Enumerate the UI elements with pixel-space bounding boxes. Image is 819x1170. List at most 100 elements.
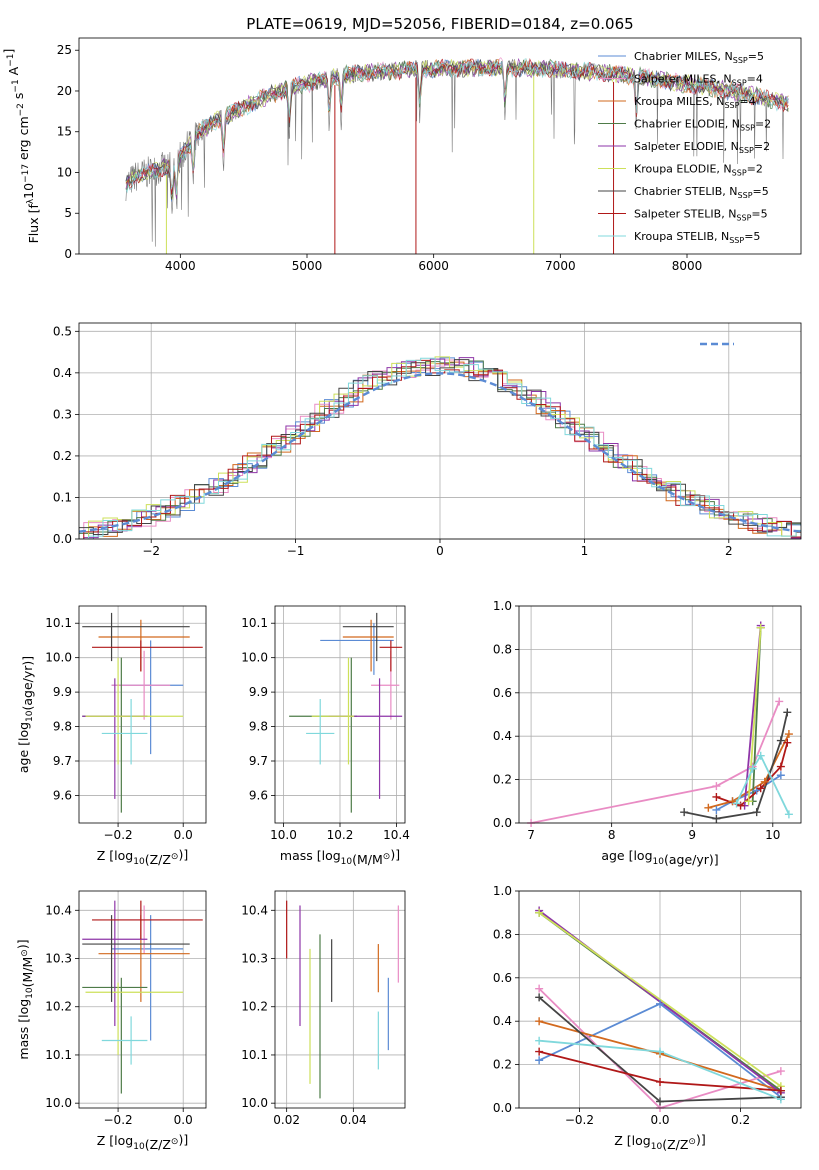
errorbar-point-2 bbox=[342, 619, 394, 672]
y-tick-label: 0.4 bbox=[53, 366, 72, 380]
weight-marker bbox=[783, 738, 792, 747]
plot-area bbox=[82, 900, 203, 1094]
label-part: −2 bbox=[16, 103, 26, 116]
weight-line-6 bbox=[684, 712, 789, 820]
legend-tail: =2 bbox=[747, 163, 763, 176]
legend-text: Chabrier ELODIE, N bbox=[634, 118, 740, 131]
weight-line-5 bbox=[538, 911, 782, 1088]
mass-vs-extinction-panel: 0.02 0.04 10.0 10.1 10.2 10.3 10.4 bbox=[241, 890, 406, 1127]
errorbar-point-3 bbox=[289, 657, 357, 813]
histogram-7 bbox=[79, 359, 801, 539]
errorbar-point-7 bbox=[92, 900, 203, 940]
y-tick-label: 10.1 bbox=[241, 616, 268, 630]
x-tick-label: 10.0 bbox=[270, 828, 297, 842]
legend-text: Kroupa ELODIE, N bbox=[634, 163, 732, 176]
weight-marker bbox=[704, 803, 713, 812]
legend-entry: Chabrier STELIB, NSSP=5 bbox=[634, 185, 769, 200]
label-part: Flux [f bbox=[26, 204, 41, 244]
errorbar-point-8 bbox=[101, 1016, 148, 1065]
label-part: )] bbox=[178, 1132, 188, 1147]
x-tick-label: 10 bbox=[765, 828, 780, 842]
legend-sub: SSP bbox=[724, 101, 739, 110]
x-tick-label: 0.04 bbox=[340, 1113, 367, 1127]
label-part: age [log bbox=[601, 848, 652, 863]
x-tick-label: 0.0 bbox=[174, 828, 193, 842]
x-tick-label: 10.2 bbox=[327, 828, 354, 842]
model-spectrum-3 bbox=[125, 58, 789, 200]
y-axis-label: Flux [fλ10−17 erg cm−2 s−1 A−1] bbox=[1, 49, 41, 244]
y-tick-label: 10.4 bbox=[241, 903, 268, 917]
weight-vs-metallicity-panel: −0.2 0.0 0.2 0.0 0.2 0.4 0.6 0.8 1.0 Z [log10(Z/Z… bbox=[493, 884, 802, 1152]
label-part: erg cm bbox=[16, 116, 31, 164]
weight-marker bbox=[535, 984, 544, 993]
grid-lines bbox=[79, 323, 801, 540]
y-tick-label: 0.6 bbox=[493, 686, 512, 700]
y-tick-label: 9.6 bbox=[249, 788, 268, 802]
x-tick-label: 7000 bbox=[545, 259, 576, 273]
legend-tail: =2 bbox=[755, 118, 771, 131]
weight-marker bbox=[535, 1056, 544, 1065]
errorbar-point-4 bbox=[82, 678, 148, 799]
y-axis-label: mass [log10(M/M⊙)] bbox=[15, 939, 35, 1059]
histogram-6 bbox=[79, 359, 801, 539]
errorbar-point-5 bbox=[311, 657, 355, 765]
plot-area bbox=[530, 625, 790, 823]
x-axis-label: Z [log10(Z/Z⊙)] bbox=[614, 1132, 705, 1152]
grid-lines bbox=[79, 606, 206, 823]
label-part: 10 bbox=[651, 1142, 663, 1152]
label-part: 10 bbox=[341, 857, 353, 867]
weight-marker bbox=[776, 1086, 785, 1095]
x-tick-label: −0.2 bbox=[104, 828, 133, 842]
y-tick-label: 10.0 bbox=[241, 651, 268, 665]
y-tick-label: 0.0 bbox=[493, 1101, 512, 1115]
axes-frame bbox=[78, 890, 207, 1109]
y-tick-label: 0.1 bbox=[53, 490, 72, 504]
label-part: (M/M bbox=[20, 957, 35, 988]
axes-frame bbox=[518, 890, 802, 1109]
label-part: age [log bbox=[16, 722, 31, 773]
legend-entry: Salpeter ELODIE, NSSP=2 bbox=[634, 140, 770, 155]
y-tick-label: 0.0 bbox=[53, 532, 72, 546]
plot-area bbox=[79, 356, 801, 539]
y-tick-label: 5 bbox=[64, 206, 72, 220]
grid-lines bbox=[275, 891, 405, 1108]
y-tick-label: 10.2 bbox=[45, 1000, 72, 1014]
errorbar-point-5 bbox=[85, 657, 184, 765]
weight-marker bbox=[784, 810, 793, 819]
model-spectrum-5 bbox=[125, 59, 789, 200]
y-tick-label: 9.8 bbox=[249, 720, 268, 734]
weight-marker bbox=[784, 730, 793, 739]
y-tick-label: 9.6 bbox=[53, 788, 72, 802]
weight-marker bbox=[756, 784, 765, 793]
label-part: (Z/Z bbox=[662, 1137, 688, 1152]
y-tick-label: 10.1 bbox=[45, 1048, 72, 1062]
plot-area bbox=[286, 900, 399, 1099]
normal-reference-curve bbox=[79, 372, 801, 533]
label-part: 10 bbox=[653, 857, 665, 867]
y-tick-label: 10.3 bbox=[241, 952, 268, 966]
x-tick-label: 0.0 bbox=[174, 1113, 193, 1127]
legend-sub: SSP bbox=[729, 236, 744, 245]
weight-marker bbox=[712, 805, 721, 814]
weight-marker bbox=[756, 623, 765, 632]
label-part: mass [log bbox=[280, 848, 341, 863]
legend-sub: SSP bbox=[738, 191, 753, 200]
weight-marker bbox=[776, 771, 785, 780]
plot-area bbox=[289, 612, 403, 813]
label-part: ⊙ bbox=[20, 949, 30, 957]
label-part: λ bbox=[26, 198, 36, 204]
errorbar-point-7 bbox=[379, 640, 403, 672]
axes-frame bbox=[274, 890, 406, 1109]
legend-entry: Salpeter MILES, NSSP=4 bbox=[634, 73, 763, 88]
weight-line-8 bbox=[735, 753, 790, 815]
y-tick-label: 1.0 bbox=[493, 884, 512, 898]
y-tick-label: 25 bbox=[57, 43, 72, 57]
weight-marker bbox=[656, 1097, 664, 1106]
errorbar-point-6 bbox=[82, 915, 190, 1002]
x-tick-label: 10.4 bbox=[383, 828, 410, 842]
legend-entry: Chabrier ELODIE, NSSP=2 bbox=[634, 118, 771, 133]
y-tick-label: 0.3 bbox=[53, 407, 72, 421]
